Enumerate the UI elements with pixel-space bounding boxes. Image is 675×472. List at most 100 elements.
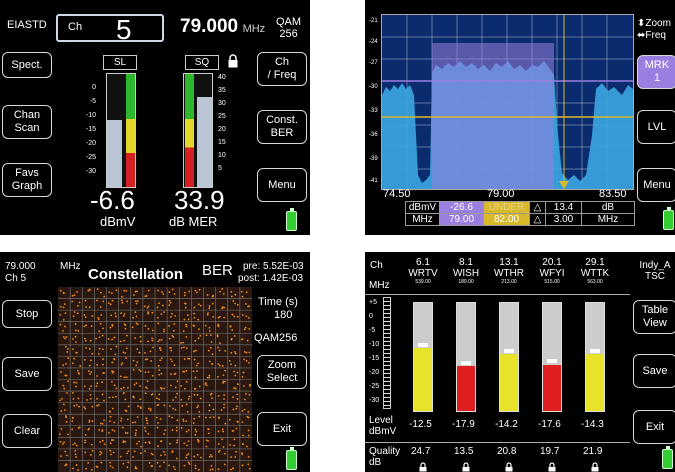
constellation-symbol <box>145 419 148 422</box>
time-label: Time (s) <box>258 296 298 308</box>
constellation-symbol <box>206 294 209 296</box>
constellation-ber-button[interactable]: Const. BER <box>257 110 307 144</box>
constellation-symbol <box>110 292 113 295</box>
channel-frequency: 539.00 <box>415 279 431 285</box>
constellation-symbol <box>113 384 116 387</box>
constellation-symbol <box>102 358 104 361</box>
channel-level-value: -12.5 <box>409 419 432 430</box>
constellation-symbol <box>234 374 237 377</box>
constellation-symbol <box>144 441 147 444</box>
constellation-diagram[interactable] <box>58 287 252 472</box>
constellation-symbol <box>173 364 176 367</box>
constellation-symbol <box>194 289 197 292</box>
constellation-symbol <box>108 291 111 294</box>
constellation-symbol <box>247 434 250 437</box>
constellation-symbol <box>124 327 127 330</box>
exit-button[interactable]: Exit <box>633 410 675 444</box>
constellation-symbol <box>245 302 247 305</box>
constellation-symbol <box>75 444 78 447</box>
constellation-symbol <box>88 289 91 291</box>
constellation-symbol <box>245 392 247 395</box>
constellation-symbol <box>210 341 213 343</box>
constellation-symbol <box>136 416 139 418</box>
constellation-symbol <box>135 315 138 318</box>
constellation-symbol <box>230 456 233 458</box>
constellation-symbol <box>220 409 223 412</box>
save-button[interactable]: Save <box>2 357 52 391</box>
constellation-symbol <box>83 325 86 328</box>
constellation-symbol <box>61 398 63 400</box>
constellation-symbol <box>103 399 105 402</box>
constellation-title: Constellation <box>88 266 184 283</box>
constellation-symbol <box>111 372 114 374</box>
constellation-symbol <box>115 315 117 318</box>
constellation-symbol <box>123 312 126 315</box>
constellation-symbol <box>59 440 62 443</box>
constellation-symbol <box>112 439 115 442</box>
constellation-symbol <box>74 341 77 343</box>
constellation-symbol <box>85 306 87 308</box>
channel-scan-button[interactable]: Chan Scan <box>2 105 52 139</box>
lock-icon <box>505 459 513 472</box>
constellation-symbol <box>62 384 65 387</box>
frequency-unit: MHz <box>60 261 81 272</box>
constellation-symbol <box>75 351 78 354</box>
level-button[interactable]: LVL <box>637 110 675 144</box>
constellation-symbol <box>174 468 176 471</box>
constellation-symbol <box>151 339 154 342</box>
constellation-symbol <box>193 306 196 309</box>
constellation-symbol <box>228 359 231 362</box>
constellation-symbol <box>144 324 147 327</box>
constellation-symbol <box>145 417 148 420</box>
constellation-symbol <box>111 380 113 383</box>
channel-frequency-button[interactable]: Ch / Freq <box>257 52 307 86</box>
zoom-select-button[interactable]: Zoom Select <box>257 355 307 389</box>
constellation-symbol <box>245 445 248 448</box>
table-view-button[interactable]: Table View <box>633 300 675 334</box>
constellation-symbol <box>71 294 74 297</box>
spectrum-button[interactable]: Spect. <box>2 52 52 78</box>
channel-box[interactable]: Ch 5 <box>56 14 164 45</box>
constellation-symbol <box>236 303 239 306</box>
stop-button[interactable]: Stop <box>2 300 52 328</box>
constellation-symbol <box>187 357 189 360</box>
constellation-symbol <box>131 421 134 424</box>
constellation-symbol <box>188 290 191 293</box>
constellation-symbol <box>59 305 62 308</box>
constellation-symbol <box>158 398 161 401</box>
constellation-symbol <box>125 410 128 412</box>
constellation-symbol <box>196 291 198 294</box>
constellation-symbol <box>147 289 150 292</box>
constellation-symbol <box>91 449 94 452</box>
constellation-symbol <box>107 302 110 305</box>
constellation-symbol <box>135 300 137 303</box>
constellation-symbol <box>123 339 125 342</box>
zoom-freq-control[interactable]: ⬍Zoom ⬌Freq <box>637 18 671 41</box>
channel-number: 20.1 <box>542 257 562 268</box>
freq-arrow-icon: ⬌ <box>637 30 646 41</box>
favorites-graph-button[interactable]: Favs Graph <box>2 163 52 197</box>
constellation-symbol <box>180 342 183 344</box>
constellation-symbol <box>184 302 187 305</box>
constellation-symbol <box>158 369 161 371</box>
constellation-symbol <box>218 349 221 352</box>
constellation-symbol <box>84 434 87 436</box>
constellation-symbol <box>97 316 100 319</box>
constellation-symbol <box>193 316 196 319</box>
lock-icon <box>591 459 599 472</box>
spectrum-plot[interactable] <box>381 14 634 190</box>
constellation-symbol <box>221 306 224 308</box>
constellation-symbol <box>144 450 146 453</box>
marker-button[interactable]: MRK 1 <box>637 55 675 89</box>
constellation-symbol <box>108 396 111 399</box>
menu-button[interactable]: Menu <box>257 168 307 202</box>
spectrum-menu-button[interactable]: Menu <box>637 168 675 202</box>
constellation-symbol <box>125 357 128 360</box>
quality-divider <box>365 442 630 443</box>
clear-button[interactable]: Clear <box>2 414 52 448</box>
constellation-symbol <box>102 372 105 374</box>
constellation-symbol <box>134 467 137 470</box>
constellation-symbol <box>111 466 114 469</box>
save-button[interactable]: Save <box>633 354 675 388</box>
exit-button[interactable]: Exit <box>257 412 307 446</box>
